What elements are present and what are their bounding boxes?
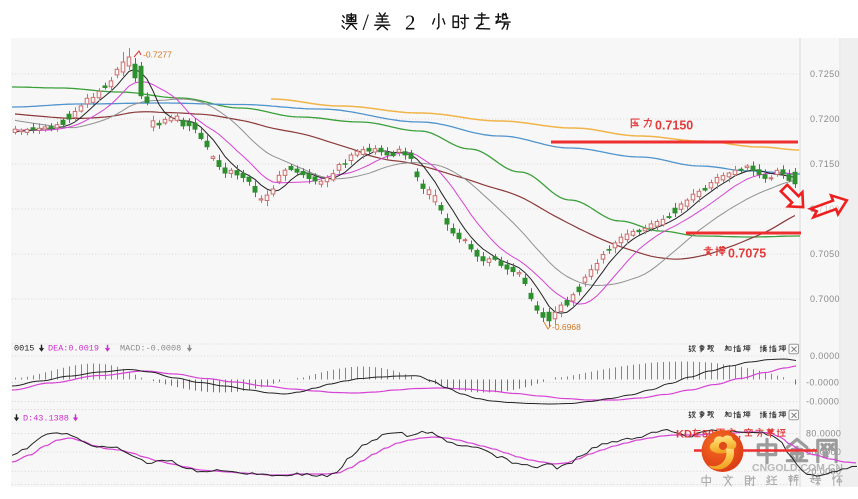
svg-text:D:43.1388: D:43.1388: [23, 414, 69, 424]
svg-text:CNGOLD.COM.CN: CNGOLD.COM.CN: [752, 462, 843, 474]
svg-text:,: ,: [738, 429, 741, 441]
svg-text:/: /: [363, 10, 370, 35]
svg-text:-0.7277: -0.7277: [143, 50, 172, 60]
svg-text:-0.6968: -0.6968: [552, 322, 581, 332]
svg-text:0.7250: 0.7250: [810, 69, 840, 79]
svg-text:0.7150: 0.7150: [810, 159, 840, 169]
svg-text:2: 2: [405, 11, 416, 35]
svg-text:-0.0000: -0.0000: [806, 397, 839, 407]
svg-text:0.7000: 0.7000: [810, 294, 840, 304]
svg-text:DEA:0.0019: DEA:0.0019: [48, 344, 99, 354]
svg-text:0.7150: 0.7150: [655, 119, 693, 133]
svg-text:0.7200: 0.7200: [810, 114, 840, 124]
svg-text:80.0000: 80.0000: [806, 429, 841, 439]
svg-text:0.0000: 0.0000: [810, 351, 840, 361]
svg-text:KD: KD: [676, 429, 692, 441]
svg-text:0.7075: 0.7075: [728, 247, 766, 261]
svg-text:20.0000: 20.0000: [806, 466, 841, 476]
svg-text:0015: 0015: [14, 344, 34, 354]
svg-text:0.7050: 0.7050: [810, 249, 840, 259]
svg-text:-0.0000: -0.0000: [806, 378, 839, 388]
svg-text:MACD:-0.0008: MACD:-0.0008: [120, 344, 181, 354]
